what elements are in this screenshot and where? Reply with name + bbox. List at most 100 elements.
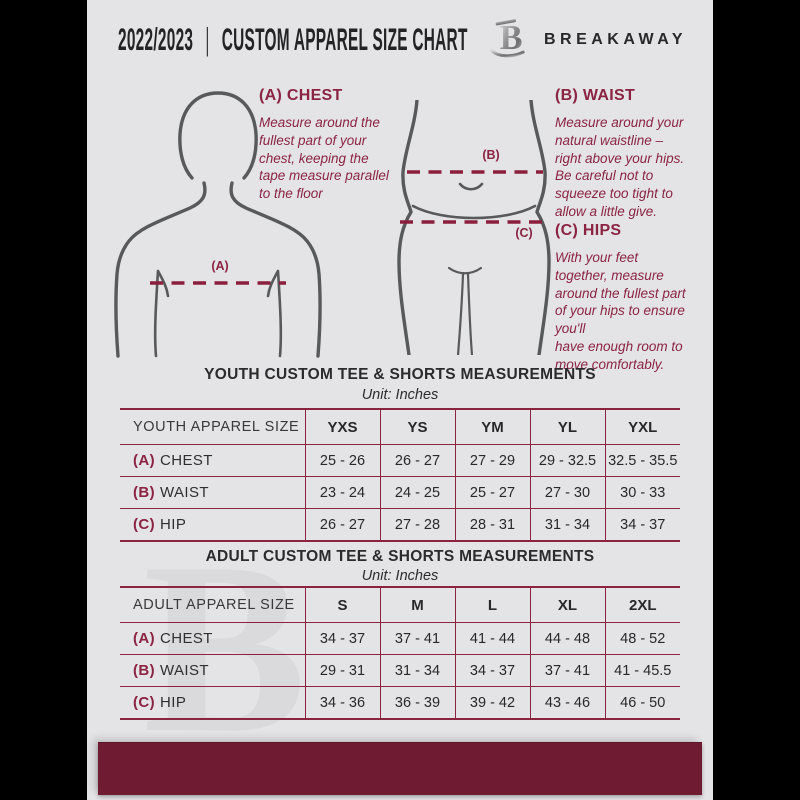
hip-marker-label: (C) [515, 226, 533, 240]
waist-guide-text: Measure around your natural waistline – … [555, 115, 685, 220]
logo-bottom-swoosh [490, 49, 525, 58]
cell-value: 26 - 27 [304, 508, 381, 542]
cell-value: 23 - 24 [304, 476, 381, 509]
cell-value: 27 - 28 [379, 508, 456, 542]
cell-value: 30 - 33 [604, 476, 680, 509]
hip-crease-line [411, 204, 537, 220]
cell-value: 32.5 - 35.5 [604, 444, 680, 477]
chest-guide-text: Measure around the fullest part of your … [259, 115, 389, 202]
row-label: WAIST [160, 484, 209, 501]
cell-value: 43 - 46 [529, 686, 606, 720]
navel-mark [458, 182, 484, 191]
figure-right-inner-arm [266, 269, 283, 358]
lower-body-figure [397, 100, 551, 355]
row-prefix: (C) [133, 694, 156, 711]
row-prefix: (A) [133, 452, 156, 469]
cell-value: 29 - 32.5 [529, 444, 606, 477]
hips-guide: (C) HIPS With your feet together, measur… [555, 222, 713, 374]
youth-section-unit: Unit: Inches [361, 387, 439, 403]
logo-letter: B [500, 19, 523, 57]
brand-block: B BREAKAWAY [487, 15, 687, 61]
row-prefix: (A) [133, 630, 156, 647]
waist-marker-label: (B) [482, 148, 500, 162]
cell-value: 26 - 27 [379, 444, 456, 477]
figure-right-shoulder-arm [229, 181, 322, 358]
hips-guide-text: With your feet together, measure around … [555, 250, 686, 372]
youth-size-label: YOUTH APPAREL SIZE [120, 408, 306, 445]
title-divider: | [205, 22, 210, 57]
cell-value: 24 - 25 [379, 476, 456, 509]
cell-value: 34 - 36 [304, 686, 381, 720]
cell-value: 37 - 41 [529, 654, 606, 687]
adult-chest-row: (A) CHEST 34 - 37 37 - 41 41 - 44 44 - 48… [120, 622, 680, 655]
adult-size-table: ADULT APPAREL SIZE S M L XL 2XL (A) CHEST… [120, 586, 680, 720]
adult-section-title: ADULT CUSTOM TEE & SHORTS MEASUREMENTS [205, 548, 595, 565]
page-title: 2022/2023 | CUSTOM APPAREL SIZE CHART [118, 22, 468, 58]
adult-size-label: ADULT APPAREL SIZE [120, 586, 306, 623]
row-label: WAIST [160, 662, 209, 679]
youth-section-title: YOUTH CUSTOM TEE & SHORTS MEASUREMENTS [204, 366, 596, 383]
cell-value: 41 - 44 [454, 622, 531, 655]
breakaway-logo-icon: B [490, 19, 525, 58]
cell-value: 25 - 26 [304, 444, 381, 477]
chest-guide: (A) CHEST Measure around the fullest par… [259, 87, 439, 203]
chest-marker-label: (A) [211, 259, 229, 273]
cell-value: 27 - 29 [454, 444, 531, 477]
cell-value: 44 - 48 [529, 622, 606, 655]
youth-size-yxl: YXL [604, 408, 680, 445]
document-title: CUSTOM APPAREL SIZE CHART [221, 22, 468, 57]
cell-value: 25 - 27 [454, 476, 531, 509]
adult-header-row: ADULT APPAREL SIZE S M L XL 2XL [120, 586, 680, 623]
cell-value: 46 - 50 [604, 686, 680, 720]
cell-value: 37 - 41 [379, 622, 456, 655]
figure-left-inner-arm [153, 269, 170, 358]
cell-value: 28 - 31 [454, 508, 531, 542]
row-label: HIP [160, 694, 187, 711]
row-prefix: (B) [133, 662, 156, 679]
cell-value: 34 - 37 [304, 622, 381, 655]
chart-page: 2022/2023 | CUSTOM APPAREL SIZE CHART B … [87, 0, 713, 800]
youth-chest-row: (A) CHEST 25 - 26 26 - 27 27 - 29 29 - 32… [120, 444, 680, 477]
cell-value: 27 - 30 [529, 476, 606, 509]
cell-value: 39 - 42 [454, 686, 531, 720]
figure-right-outline [529, 100, 551, 355]
cell-value: 41 - 45.5 [604, 654, 680, 687]
row-prefix: (B) [133, 484, 156, 501]
row-label: CHEST [160, 630, 213, 647]
chest-guide-heading: (A) CHEST [259, 87, 343, 104]
adult-hip-row: (C) HIP 34 - 36 36 - 39 39 - 42 43 - 46 4… [120, 686, 680, 720]
youth-waist-row: (B) WAIST 23 - 24 24 - 25 25 - 27 27 - 30… [120, 476, 680, 509]
cell-value: 31 - 34 [529, 508, 606, 542]
adult-size-2xl: 2XL [604, 586, 680, 623]
youth-hip-row: (C) HIP 26 - 27 27 - 28 28 - 31 31 - 34 3… [120, 508, 680, 542]
footer-accent-bar [98, 742, 702, 795]
crotch-line [447, 266, 483, 275]
cell-value: 48 - 52 [604, 622, 680, 655]
adult-waist-row: (B) WAIST 29 - 31 31 - 34 34 - 37 37 - 41… [120, 654, 680, 687]
adult-size-m: M [379, 586, 456, 623]
youth-size-yl: YL [529, 408, 606, 445]
youth-size-ym: YM [454, 408, 531, 445]
cell-value: 34 - 37 [604, 508, 680, 542]
row-label: HIP [160, 516, 187, 533]
cell-value: 36 - 39 [379, 686, 456, 720]
hips-guide-heading: (C) HIPS [555, 222, 622, 239]
youth-size-yxs: YXS [304, 408, 381, 445]
adult-size-l: L [454, 586, 531, 623]
adult-section-unit: Unit: Inches [361, 568, 439, 584]
figure-left-outline [397, 100, 419, 355]
youth-size-table: YOUTH APPAREL SIZE YXS YS YM YL YXL (A) C… [120, 408, 680, 542]
row-label: CHEST [160, 452, 213, 469]
cell-value: 29 - 31 [304, 654, 381, 687]
brand-name: BREAKAWAY [543, 31, 687, 48]
youth-header-row: YOUTH APPAREL SIZE YXS YS YM YL YXL [120, 408, 680, 445]
figure-head-outline [178, 91, 258, 180]
waist-guide-heading: (B) WAIST [555, 87, 636, 104]
adult-size-xl: XL [529, 586, 606, 623]
waist-guide: (B) WAIST Measure around your natural wa… [555, 87, 713, 221]
youth-size-ys: YS [379, 408, 456, 445]
adult-size-s: S [304, 586, 381, 623]
row-prefix: (C) [133, 516, 156, 533]
cell-value: 34 - 37 [454, 654, 531, 687]
